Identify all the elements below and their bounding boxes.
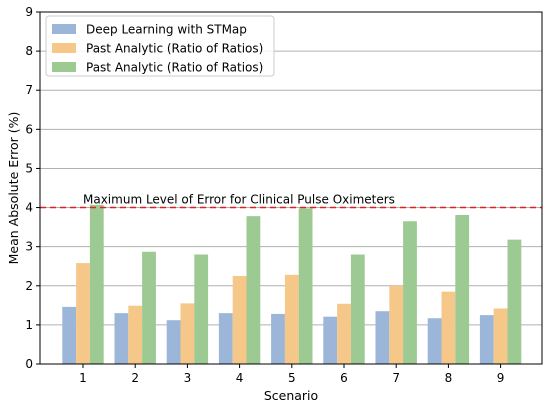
- x-tick-label: 8: [445, 371, 453, 385]
- bar-series-3-scenario-5: [298, 208, 313, 364]
- legend-label: Past Analytic (Ratio of Ratios): [86, 42, 263, 56]
- legend-label: Deep Learning with STMap: [86, 23, 247, 37]
- y-tick-label: 3: [25, 240, 33, 254]
- bar-series-1-scenario-8: [427, 318, 442, 364]
- y-axis-title: Mean Absolute Error (%): [6, 112, 21, 265]
- legend-swatch: [52, 43, 76, 53]
- reference-line-group: Maximum Level of Error for Clinical Puls…: [40, 193, 542, 209]
- x-tick-label: 7: [392, 371, 400, 385]
- x-tick-label: 5: [288, 371, 296, 385]
- bar-series-3-scenario-8: [455, 214, 470, 364]
- bar-series-1-scenario-5: [271, 313, 285, 364]
- bar-series-3-scenario-7: [403, 221, 417, 364]
- bar-series-1-scenario-6: [323, 316, 338, 364]
- bar-series-3-scenario-2: [142, 251, 156, 364]
- legend-swatch: [52, 24, 76, 34]
- bar-series-2-scenario-4: [232, 276, 247, 364]
- bar-series-3-scenario-6: [350, 254, 365, 364]
- bars: [62, 204, 522, 364]
- legend: Deep Learning with STMap Past Analytic (R…: [45, 15, 275, 77]
- y-tick-label: 5: [25, 161, 33, 175]
- axes: 0 1 2 3 4 5 6 7 8 9 1 2 3 4 5 6 7 8 9: [25, 5, 504, 385]
- bar-series-1-scenario-9: [479, 315, 494, 364]
- bar-series-1-scenario-3: [166, 320, 181, 364]
- bar-series-2-scenario-8: [441, 291, 456, 364]
- x-tick-label: 6: [340, 371, 348, 385]
- bar-series-2-scenario-9: [493, 308, 508, 364]
- x-tick-label: 4: [236, 371, 244, 385]
- bar-series-2-scenario-2: [128, 305, 143, 364]
- legend-box: [45, 15, 275, 77]
- x-tick-label: 9: [497, 371, 505, 385]
- y-tick-label: 7: [25, 83, 33, 97]
- bar-series-2-scenario-7: [389, 285, 404, 364]
- y-tick-label: 6: [25, 122, 33, 136]
- x-axis-title: Scenario: [264, 388, 318, 403]
- x-tick-label: 2: [131, 371, 139, 385]
- reference-line-label: Maximum Level of Error for Clinical Puls…: [83, 193, 395, 207]
- bar-series-3-scenario-3: [194, 254, 209, 364]
- bar-series-2-scenario-5: [284, 274, 299, 364]
- bar-series-1-scenario-4: [218, 313, 233, 364]
- y-tick-label: 2: [25, 279, 33, 293]
- bar-series-1-scenario-7: [375, 311, 390, 364]
- plot-frame: [39, 11, 543, 365]
- bar-series-1-scenario-1: [62, 306, 77, 364]
- bar-series-2-scenario-1: [76, 263, 90, 364]
- x-tick-label: 1: [79, 371, 87, 385]
- y-tick-label: 0: [25, 357, 33, 371]
- legend-label: Past Analytic (Ratio of Ratios): [86, 61, 263, 75]
- bar-series-2-scenario-6: [337, 303, 351, 364]
- legend-swatch: [52, 62, 76, 72]
- y-tick-label: 9: [25, 5, 33, 19]
- bar-series-1-scenario-2: [114, 313, 129, 364]
- x-tick-label: 3: [184, 371, 192, 385]
- bar-series-3-scenario-4: [246, 216, 261, 364]
- y-tick-label: 8: [25, 44, 33, 58]
- bar-series-2-scenario-3: [180, 303, 195, 364]
- bar-series-3-scenario-1: [89, 204, 104, 364]
- bar-series-3-scenario-9: [507, 239, 522, 364]
- y-tick-label: 4: [25, 201, 33, 215]
- y-tick-label: 1: [25, 318, 33, 332]
